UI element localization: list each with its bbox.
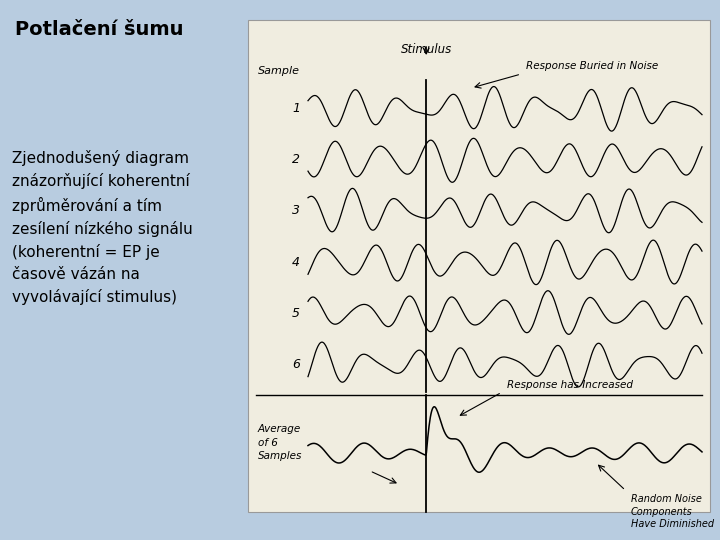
- Text: Potlačení šumu: Potlačení šumu: [15, 20, 184, 39]
- Text: 4: 4: [292, 255, 300, 268]
- Text: Response Buried in Noise: Response Buried in Noise: [526, 61, 659, 71]
- Text: Zjednodušený diagram
znázorňující koherentní
zprůměrování a tím
zesílení nízkého: Zjednodušený diagram znázorňující kohere…: [12, 150, 193, 305]
- Text: Sample: Sample: [258, 66, 300, 76]
- Text: 6: 6: [292, 358, 300, 371]
- Bar: [248, 20, 710, 512]
- Text: 3: 3: [292, 205, 300, 218]
- Text: Average
of 6
Samples: Average of 6 Samples: [258, 424, 302, 461]
- Text: 5: 5: [292, 307, 300, 320]
- Text: Random Noise
Components
Have Diminished: Random Noise Components Have Diminished: [631, 495, 714, 529]
- Text: 1: 1: [292, 102, 300, 115]
- Text: Stimulus: Stimulus: [400, 43, 452, 56]
- Text: 2: 2: [292, 153, 300, 166]
- Text: Response has Increased: Response has Increased: [507, 380, 633, 390]
